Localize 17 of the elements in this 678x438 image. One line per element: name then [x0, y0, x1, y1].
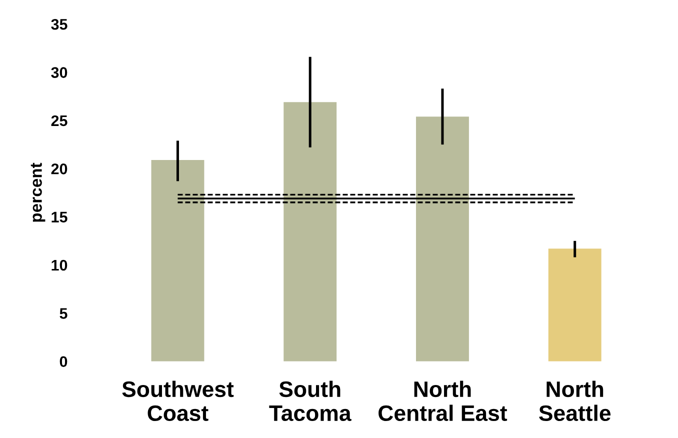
y-tick-label: 25 — [51, 115, 68, 126]
y-tick-label: 15 — [52, 212, 68, 222]
bar — [548, 248, 602, 362]
x-tick-label: North Seattle — [539, 380, 611, 422]
bar — [416, 116, 469, 362]
y-tick-label: 5 — [60, 308, 68, 319]
bar — [284, 102, 337, 362]
y-tick-label: 20 — [51, 164, 68, 174]
y-axis-title: percent — [30, 162, 46, 222]
x-tick-label: Southwest Coast — [122, 380, 234, 422]
y-tick-label: 35 — [51, 18, 68, 30]
bar — [151, 160, 204, 362]
y-tick-label: 0 — [60, 356, 68, 368]
x-tick-label: South Tacoma — [269, 380, 352, 422]
y-tick-label: 10 — [52, 260, 68, 271]
x-tick-label: North Central East — [378, 380, 508, 422]
y-tick-label: 30 — [51, 67, 68, 78]
